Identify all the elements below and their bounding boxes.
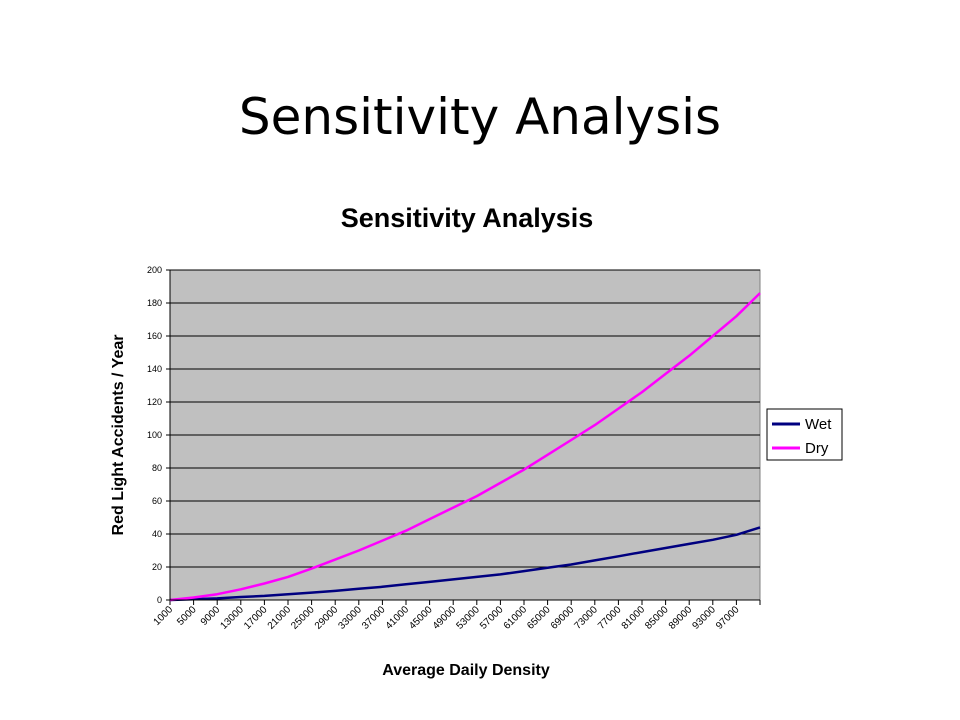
x-tick-label: 65000 — [525, 604, 553, 632]
x-tick-label: 41000 — [384, 604, 412, 632]
y-axis-label: Red Light Accidents / Year — [110, 335, 127, 536]
y-tick-label: 140 — [147, 364, 162, 374]
x-tick-label: 93000 — [690, 604, 718, 632]
y-tick-label: 120 — [147, 397, 162, 407]
y-tick-label: 0 — [157, 595, 162, 605]
series-line-dry — [169, 292, 761, 602]
x-axis-ticks: 1000 5000 90001300017000210002500029000330… — [152, 600, 761, 632]
x-tick-label: 1000 — [152, 604, 176, 628]
legend-label-wet: Wet — [805, 416, 832, 433]
legend-box — [766, 408, 843, 461]
y-tick-label: 40 — [152, 529, 162, 539]
x-tick-label: 85000 — [643, 604, 671, 632]
x-axis-label: Average Daily Density — [382, 662, 550, 679]
y-tick-label: 60 — [152, 496, 162, 506]
y-axis-ticks: 0 20 40 60 80 100 120 140 160 180 200 — [147, 265, 170, 605]
x-tick-label: 33000 — [336, 604, 364, 632]
x-tick-label: 21000 — [266, 604, 294, 632]
x-tick-label: 89000 — [667, 604, 695, 632]
x-tick-label: 69000 — [549, 604, 577, 632]
x-tick-label: 13000 — [218, 604, 246, 632]
legend-label-dry: Dry — [805, 440, 829, 457]
x-tick-label: 37000 — [360, 604, 388, 632]
x-tick-label: 57000 — [478, 604, 506, 632]
y-tick-label: 20 — [152, 562, 162, 572]
y-tick-label: 180 — [147, 298, 162, 308]
y-tick-label: 160 — [147, 331, 162, 341]
x-tick-label: 97000 — [714, 604, 742, 632]
x-tick-label: 53000 — [454, 604, 482, 632]
slide-title: Sensitivity Analysis — [238, 88, 722, 146]
chart-title: Sensitivity Analysis — [341, 203, 594, 233]
legend: Wet Dry — [766, 408, 843, 461]
x-tick-label: 45000 — [407, 604, 435, 632]
y-tick-label: 100 — [147, 430, 162, 440]
x-tick-label: 29000 — [313, 604, 341, 632]
x-tick-label: 77000 — [596, 604, 624, 632]
x-tick-label: 5000 — [175, 604, 199, 628]
y-tick-label: 200 — [147, 265, 162, 275]
y-tick-label: 80 — [152, 463, 162, 473]
x-tick-label: 61000 — [502, 604, 530, 632]
series-line-wet — [169, 526, 761, 602]
x-tick-label: 49000 — [431, 604, 459, 632]
x-tick-label: 73000 — [572, 604, 600, 632]
x-tick-label: 25000 — [289, 604, 317, 632]
series-lines — [169, 292, 761, 602]
x-tick-label: 81000 — [620, 604, 648, 632]
x-tick-label: 17000 — [242, 604, 270, 632]
